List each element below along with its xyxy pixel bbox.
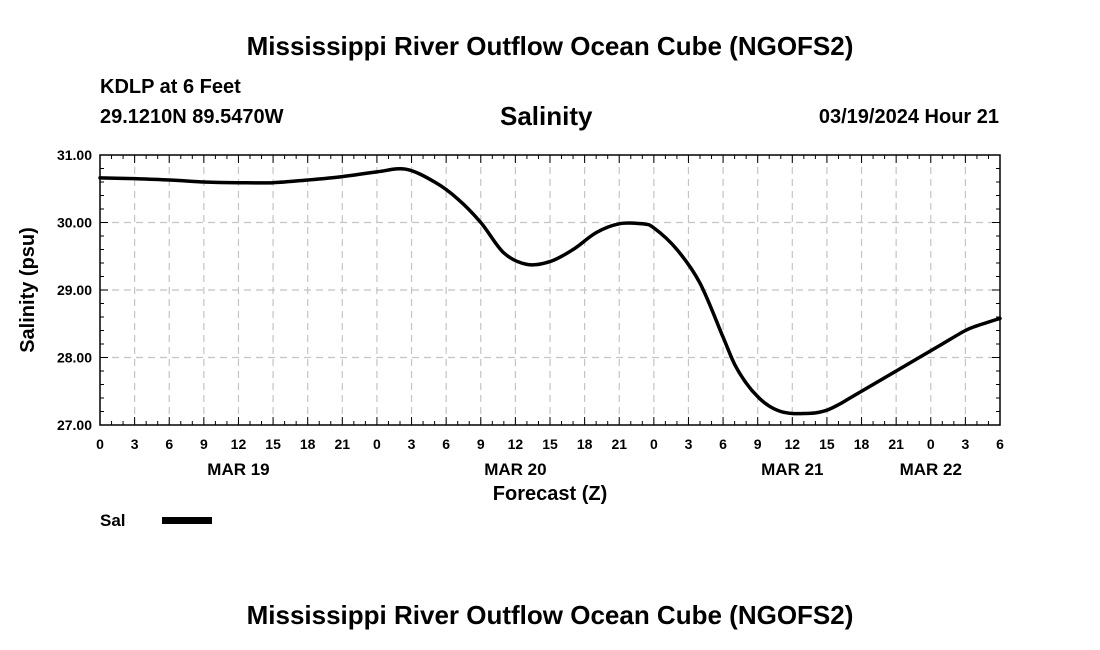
x-tick-label: 15 [542,436,558,452]
x-tick-label: 6 [442,436,450,452]
y-tick-label: 30.00 [57,215,92,231]
series-line-sal [98,166,1002,416]
x-tick-label: 3 [131,436,139,452]
x-tick-label: 6 [165,436,173,452]
x-tick-label: 0 [650,436,658,452]
x-tick-label: 9 [754,436,762,452]
x-tick-label: 0 [96,436,104,452]
salinity-chart: 0 3 6 9 12 15 18 21 0 3 6 9 12 15 18 21 0 3 6 9 12 15 18 21 0 3 6 2… [17,147,1004,530]
x-axis-label: Forecast (Z) [493,483,607,505]
plot-frame [99,154,1001,426]
x-tick-label: 3 [685,436,693,452]
y-tick-label: 29.00 [57,282,92,298]
legend-swatch-sal [162,517,212,524]
y-tick-label: 27.00 [57,417,92,433]
label-layer: 0 3 6 9 12 15 18 21 0 3 6 9 12 15 18 21 0 3 6 9 12 15 18 21 0 3 6 2… [57,147,1004,479]
page-title: Mississippi River Outflow Ocean Cube (NG… [246,31,854,61]
forecast-datetime: 03/19/2024 Hour 21 [818,106,999,128]
x-date-label: MAR 19 [207,460,269,479]
station-label: KDLP at 6 Feet [100,76,241,98]
x-tick-label: 18 [300,436,316,452]
x-tick-label: 9 [200,436,208,452]
x-tick-label: 15 [819,436,835,452]
station-coordinates: 29.1210N 89.5470W [100,106,284,128]
x-tick-label: 6 [719,436,727,452]
x-tick-label: 12 [231,436,247,452]
footer-title: Mississippi River Outflow Ocean Cube (NG… [246,600,854,630]
x-tick-label: 3 [961,436,969,452]
x-tick-label: 21 [611,436,627,452]
y-tick-label: 31.00 [57,147,92,163]
x-date-label: MAR 21 [761,460,823,479]
grid-layer [100,155,1000,425]
x-tick-label: 3 [408,436,416,452]
x-tick-label: 15 [265,436,281,452]
x-tick-label: 12 [508,436,524,452]
x-tick-label: 9 [477,436,485,452]
x-tick-label: 21 [335,436,351,452]
x-tick-label: 18 [577,436,593,452]
x-tick-label: 0 [373,436,381,452]
x-tick-label: 6 [996,436,1004,452]
y-tick-label: 28.00 [57,350,92,366]
x-tick-label: 18 [854,436,870,452]
x-tick-label: 0 [927,436,935,452]
legend-label-sal: Sal [100,511,126,530]
x-tick-label: 21 [888,436,904,452]
chart-title: Salinity [500,101,593,131]
x-tick-label: 12 [785,436,801,452]
x-date-label: MAR 22 [900,460,962,479]
x-date-label: MAR 20 [484,460,546,479]
y-axis-label: Salinity (psu) [17,227,39,353]
